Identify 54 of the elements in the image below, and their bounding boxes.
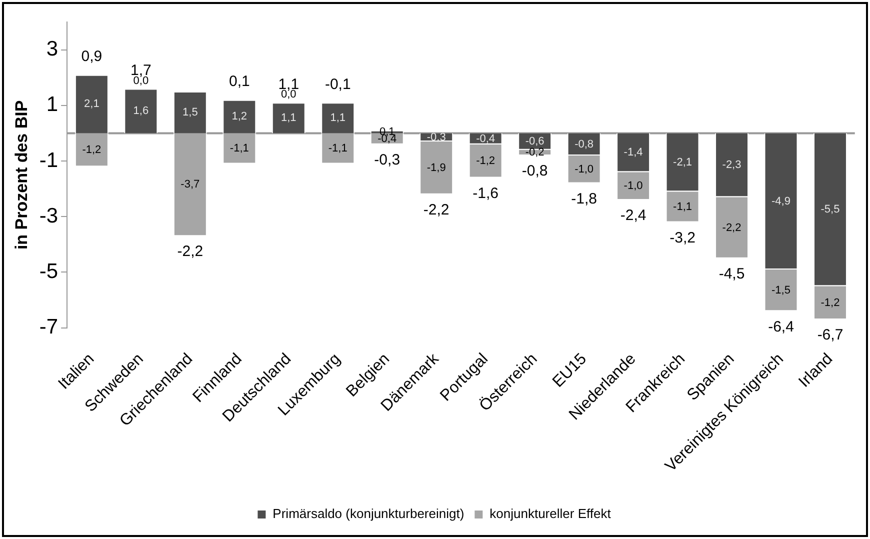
total-label: -2,4 bbox=[620, 207, 646, 224]
data-label: -1,5 bbox=[772, 284, 790, 296]
data-label: -4,9 bbox=[772, 195, 790, 208]
total-label: -3,2 bbox=[670, 229, 696, 246]
data-label: 0,0 bbox=[133, 74, 149, 87]
data-label: -1,1 bbox=[673, 200, 692, 213]
data-label: -1,4 bbox=[624, 146, 643, 159]
data-label: -2,2 bbox=[722, 222, 742, 234]
data-label: -2,3 bbox=[722, 159, 742, 172]
total-label: -0,8 bbox=[522, 162, 548, 180]
data-label: -1,0 bbox=[574, 163, 594, 176]
data-label: -2,1 bbox=[673, 156, 692, 168]
data-label: -1,2 bbox=[820, 296, 840, 309]
total-label: -4,5 bbox=[718, 265, 745, 282]
total-label: -2,2 bbox=[423, 202, 450, 219]
data-label: -3,7 bbox=[180, 178, 200, 191]
data-label: 1,1 bbox=[330, 112, 346, 124]
y-tick-label: 3 bbox=[46, 38, 58, 61]
data-label: -0,4 bbox=[476, 132, 496, 145]
total-label: -0,1 bbox=[324, 76, 351, 93]
total-label: -6,4 bbox=[768, 318, 794, 336]
data-label: 1,6 bbox=[133, 105, 149, 118]
total-label: -2,2 bbox=[177, 243, 204, 260]
total-label: 0,9 bbox=[81, 48, 102, 65]
data-label: -0,6 bbox=[525, 136, 544, 148]
total-label: -0,3 bbox=[374, 151, 400, 168]
data-label: -0,8 bbox=[574, 138, 594, 150]
y-tick-label: -5 bbox=[39, 260, 58, 284]
legend-label: konjunktureller Effekt bbox=[490, 506, 612, 522]
legend-label: Primärsaldo (konjunkturbereinigt) bbox=[272, 506, 464, 522]
total-label: -6,7 bbox=[817, 326, 844, 344]
data-label: 1,1 bbox=[280, 112, 296, 124]
data-label: -0,3 bbox=[426, 131, 446, 144]
data-label: 1,5 bbox=[182, 106, 198, 118]
y-axis-title: in Prozent des BIP bbox=[12, 100, 31, 250]
data-label: -0,4 bbox=[378, 132, 397, 145]
total-label: 0,1 bbox=[228, 72, 250, 90]
data-label: -1,9 bbox=[426, 162, 446, 174]
y-tick-label: -3 bbox=[39, 204, 58, 228]
data-label: -1,2 bbox=[476, 155, 496, 168]
data-label: 1,2 bbox=[232, 110, 248, 123]
total-label: -1,8 bbox=[571, 190, 597, 208]
y-tick-label: -7 bbox=[39, 316, 58, 339]
data-label: 2,1 bbox=[84, 98, 100, 110]
total-label: -1,6 bbox=[472, 184, 499, 202]
data-label: -1,0 bbox=[624, 180, 643, 192]
y-tick-label: 1 bbox=[46, 93, 58, 116]
data-label: -1,1 bbox=[230, 142, 249, 155]
y-tick-label: -1 bbox=[39, 148, 58, 172]
data-label: -1,1 bbox=[328, 142, 348, 155]
data-label: -1,2 bbox=[82, 144, 102, 156]
data-label: 0,0 bbox=[280, 88, 296, 101]
data-label: -0,2 bbox=[525, 146, 544, 159]
data-label: -5,5 bbox=[820, 204, 840, 216]
